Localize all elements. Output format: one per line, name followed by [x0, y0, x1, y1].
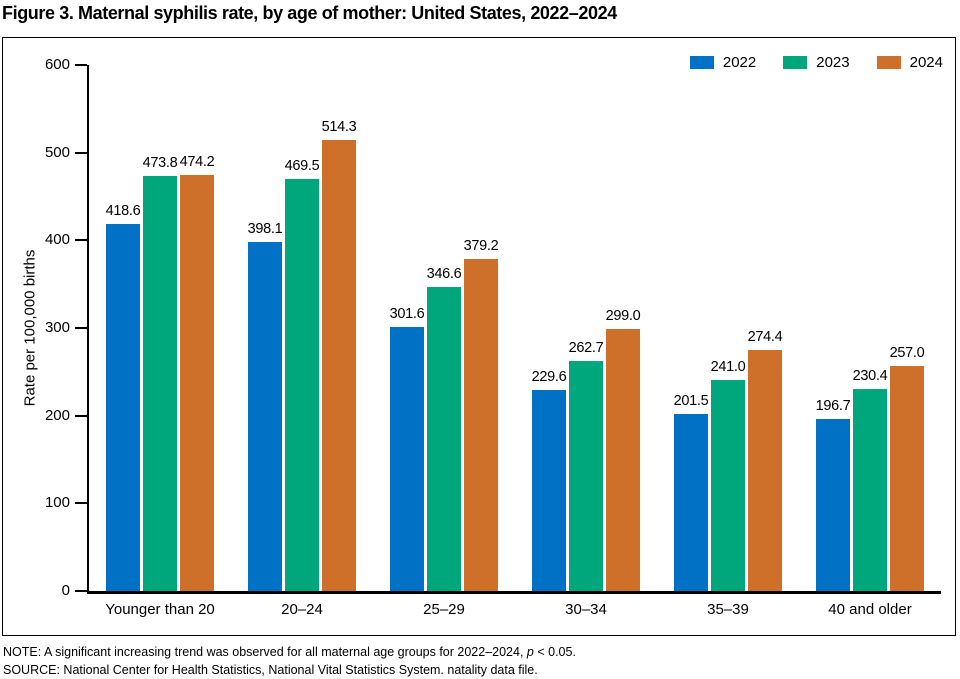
source-line: SOURCE: National Center for Health Stati…: [3, 663, 538, 677]
bar-value-label: 418.6: [105, 203, 141, 220]
y-tick-label: 0: [61, 582, 70, 599]
x-category-label: 35–39: [707, 601, 749, 618]
legend-swatch-icon: [783, 56, 808, 69]
bar-2024-4: [606, 328, 640, 591]
y-axis-tick: [75, 502, 87, 505]
y-tick-label: 400: [44, 231, 70, 249]
x-category-label: 40 and older: [828, 601, 912, 618]
chart-frame: 2022 2023 2024 Rate per 100,000 births 0 10…: [2, 37, 956, 636]
x-category-label: 20–24: [281, 601, 323, 618]
bar-value-label: 262.7: [568, 339, 604, 356]
bar-value-label: 196.7: [815, 397, 851, 414]
bar-2022-2: [248, 241, 282, 591]
legend-item-2022: 2022: [689, 54, 757, 71]
legend-label: 2022: [722, 54, 757, 71]
legend-item-2024: 2024: [876, 54, 943, 71]
y-axis-tick: [75, 239, 87, 242]
y-tick-label: 600: [44, 56, 70, 73]
bar-value-label: 299.0: [605, 307, 641, 324]
legend-item-2023: 2023: [783, 54, 850, 71]
bar-value-label: 469.5: [284, 158, 320, 175]
bar-2023-5: [711, 379, 745, 591]
bar-2024-5: [748, 350, 782, 591]
note-p-italic: p: [526, 645, 534, 659]
bar-value-label: 201.5: [673, 393, 709, 410]
legend-swatch-icon: [689, 56, 714, 69]
x-category-label: Younger than 20: [105, 601, 215, 618]
bar-value-label: 398.1: [247, 220, 283, 237]
bar-value-label: 379.2: [463, 237, 499, 254]
bar-2023-3: [427, 287, 461, 591]
x-category-label: 25–29: [423, 601, 465, 618]
y-tick-label: 500: [44, 143, 70, 161]
bar-2022-5: [674, 414, 708, 591]
note-pvalue-text: < 0.05.: [533, 645, 576, 659]
y-tick-label: 200: [44, 406, 70, 424]
bar-value-label: 257.0: [889, 344, 925, 361]
bar-2022-3: [390, 326, 424, 591]
x-axis-line: [87, 591, 941, 594]
y-axis-tick: [75, 590, 87, 592]
figure-title: Figure 3. Maternal syphilis rate, by age…: [2, 3, 617, 23]
note-text: NOTE: A significant increasing trend was…: [3, 645, 527, 659]
legend-label: 2023: [816, 54, 850, 71]
y-axis-tick: [75, 327, 87, 329]
y-axis-tick: [75, 414, 87, 417]
note-line: NOTE: A significant increasing trend was…: [3, 643, 576, 661]
bar-value-label: 229.6: [531, 368, 567, 385]
bar-value-label: 301.6: [389, 305, 425, 322]
bar-2024-1: [180, 175, 214, 591]
bar-2023-4: [569, 360, 603, 591]
x-category-label: 30–34: [565, 601, 607, 618]
bar-value-label: 474.2: [179, 154, 215, 171]
bar-2024-3: [464, 258, 498, 591]
bar-2023-1: [143, 175, 177, 591]
bar-2024-6: [890, 365, 924, 591]
footnotes: NOTE: A significant increasing trend was…: [3, 643, 576, 679]
bar-2023-6: [853, 389, 887, 591]
legend-label: 2024: [909, 54, 943, 71]
y-axis-tick: [75, 64, 87, 66]
bar-2022-6: [816, 418, 850, 591]
legend-swatch-icon: [876, 56, 901, 69]
bar-value-label: 346.6: [426, 266, 462, 283]
bar-2022-4: [532, 389, 566, 591]
plot-area: 0 100 200 300 400 500 600 418.6 473.8 474.2 Younge…: [3, 38, 955, 635]
y-axis-line: [87, 65, 89, 593]
chart-legend: 2022 2023 2024: [689, 54, 943, 71]
y-tick-label: 100: [44, 494, 70, 512]
bar-value-label: 230.4: [852, 368, 888, 385]
bar-value-label: 274.4: [747, 329, 783, 346]
bar-2023-2: [285, 179, 319, 591]
bar-value-label: 241.0: [710, 358, 746, 375]
bar-2022-1: [106, 224, 140, 591]
bar-value-label: 514.3: [321, 119, 357, 136]
y-axis-tick: [75, 151, 87, 154]
y-tick-label: 300: [44, 319, 70, 336]
bar-2024-2: [322, 140, 356, 591]
bar-value-label: 473.8: [142, 154, 178, 171]
